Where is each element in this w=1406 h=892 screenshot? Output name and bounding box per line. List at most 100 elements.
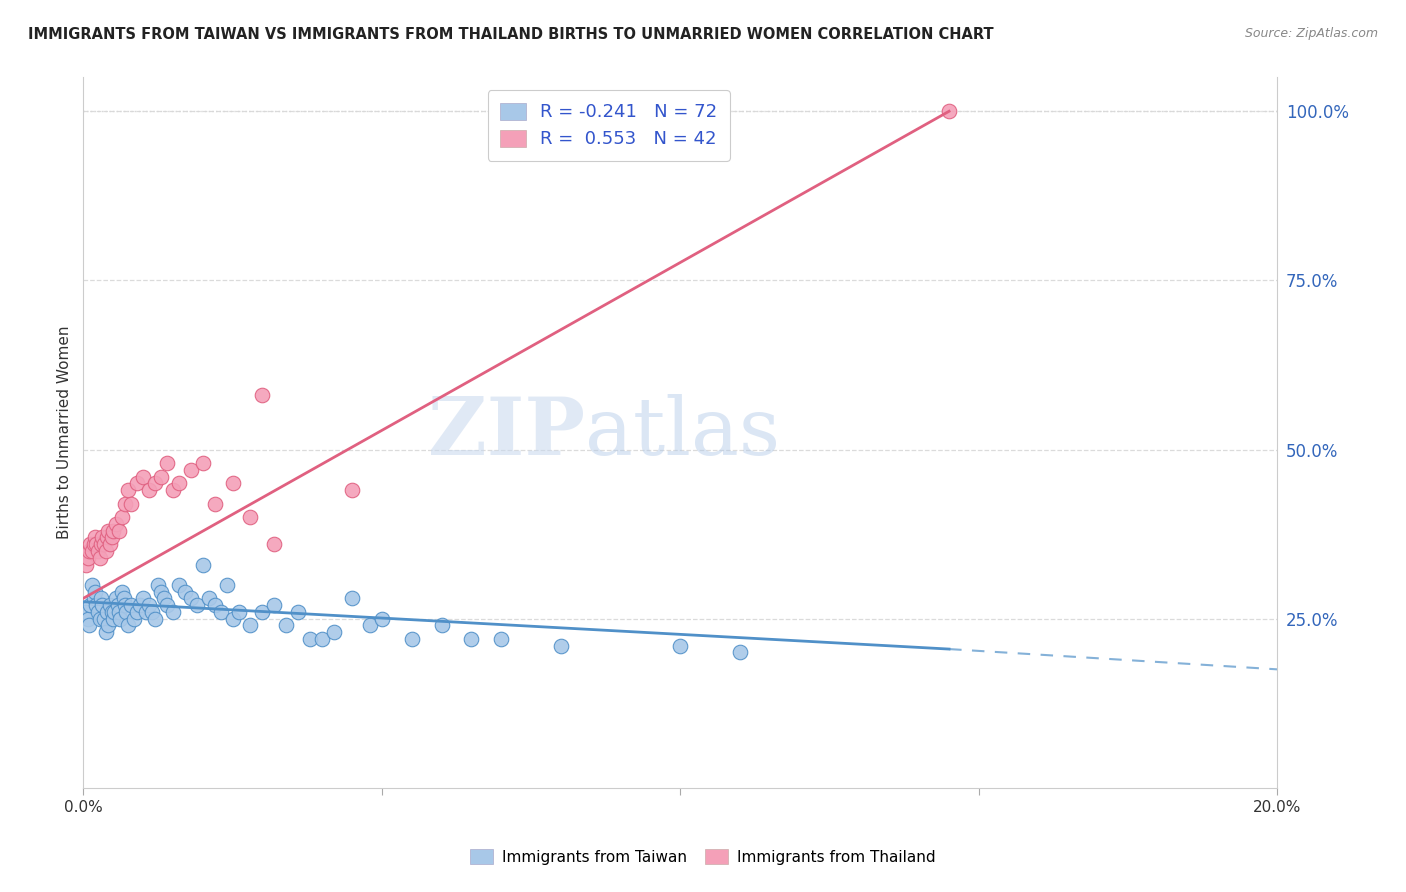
Point <box>359 618 381 632</box>
Point <box>204 497 226 511</box>
Point <box>263 598 285 612</box>
Point <box>125 476 148 491</box>
Point <box>311 632 333 646</box>
Point <box>122 612 145 626</box>
Point <box>252 605 274 619</box>
Point <box>89 612 111 626</box>
Point <box>287 605 309 619</box>
Point <box>87 605 110 619</box>
Point <box>132 469 155 483</box>
Point <box>120 598 142 612</box>
Point <box>215 578 238 592</box>
Point <box>108 605 131 619</box>
Point <box>117 618 139 632</box>
Text: ZIP: ZIP <box>427 393 585 472</box>
Point <box>75 605 97 619</box>
Point <box>129 598 152 612</box>
Point <box>79 598 101 612</box>
Point <box>135 605 157 619</box>
Point <box>111 510 134 524</box>
Point <box>77 612 100 626</box>
Point <box>191 558 214 572</box>
Point <box>90 591 112 606</box>
Point <box>239 618 262 632</box>
Point <box>323 625 346 640</box>
Point <box>132 591 155 606</box>
Point <box>77 550 100 565</box>
Point <box>197 591 219 606</box>
Point <box>101 605 124 619</box>
Point <box>263 537 285 551</box>
Point <box>669 639 692 653</box>
Point <box>97 618 120 632</box>
Point <box>221 612 243 626</box>
Point <box>186 598 208 612</box>
Point <box>83 537 105 551</box>
Point <box>180 463 202 477</box>
Point <box>89 550 111 565</box>
Point <box>96 531 118 545</box>
Point <box>143 612 166 626</box>
Point <box>114 497 136 511</box>
Point <box>103 605 125 619</box>
Point <box>371 612 394 626</box>
Legend: R = -0.241   N = 72, R =  0.553   N = 42: R = -0.241 N = 72, R = 0.553 N = 42 <box>488 90 730 161</box>
Point <box>77 618 100 632</box>
Text: IMMIGRANTS FROM TAIWAN VS IMMIGRANTS FROM THAILAND BIRTHS TO UNMARRIED WOMEN COR: IMMIGRANTS FROM TAIWAN VS IMMIGRANTS FRO… <box>28 27 994 42</box>
Point <box>153 591 176 606</box>
Point <box>228 605 250 619</box>
Point <box>82 544 104 558</box>
Point <box>105 591 128 606</box>
Point <box>86 537 108 551</box>
Y-axis label: Births to Unmarried Women: Births to Unmarried Women <box>58 326 72 540</box>
Point <box>167 476 190 491</box>
Point <box>149 584 172 599</box>
Point <box>221 476 243 491</box>
Point <box>143 476 166 491</box>
Point <box>191 456 214 470</box>
Point <box>77 544 100 558</box>
Point <box>239 510 262 524</box>
Point <box>491 632 513 646</box>
Point <box>87 544 110 558</box>
Point <box>105 516 128 531</box>
Point <box>138 598 160 612</box>
Point <box>86 598 108 612</box>
Point <box>156 598 179 612</box>
Point <box>91 598 114 612</box>
Point <box>156 456 179 470</box>
Point <box>162 605 184 619</box>
Point <box>91 531 114 545</box>
Point <box>938 104 960 119</box>
Point <box>94 544 117 558</box>
Point <box>84 584 107 599</box>
Point <box>97 524 120 538</box>
Point <box>340 483 363 497</box>
Point <box>209 605 232 619</box>
Point <box>138 483 160 497</box>
Point <box>401 632 423 646</box>
Point <box>146 578 169 592</box>
Point <box>90 537 112 551</box>
Point <box>94 625 117 640</box>
Point <box>117 483 139 497</box>
Point <box>728 645 751 659</box>
Point <box>110 612 132 626</box>
Point <box>125 605 148 619</box>
Point <box>93 612 115 626</box>
Point <box>204 598 226 612</box>
Point <box>101 612 124 626</box>
Text: Source: ZipAtlas.com: Source: ZipAtlas.com <box>1244 27 1378 40</box>
Point <box>96 605 118 619</box>
Point <box>101 531 124 545</box>
Point <box>141 605 163 619</box>
Point <box>114 598 136 612</box>
Point <box>550 639 572 653</box>
Point <box>430 618 453 632</box>
Point <box>98 537 121 551</box>
Point <box>108 524 131 538</box>
Point <box>340 591 363 606</box>
Point <box>162 483 184 497</box>
Point <box>101 524 124 538</box>
Point <box>82 578 104 592</box>
